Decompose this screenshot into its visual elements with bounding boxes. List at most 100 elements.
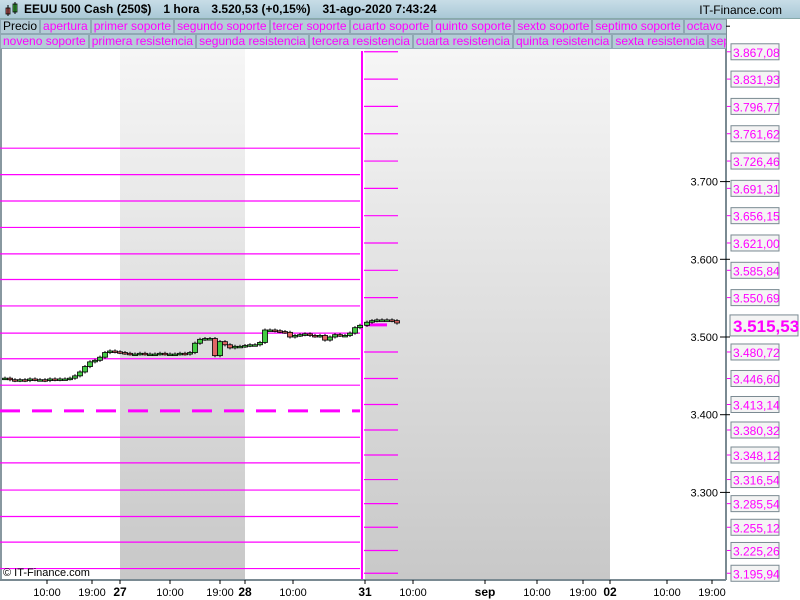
- candle: [2, 377, 8, 381]
- legend-item[interactable]: octavo soporte: [683, 19, 726, 34]
- candle: [292, 335, 298, 338]
- time-tick-label: 27: [113, 585, 127, 599]
- time-tick-label: 10:00: [523, 587, 551, 599]
- legend-item[interactable]: sexto soporte: [514, 19, 593, 34]
- session-band: [365, 49, 610, 580]
- candle: [207, 338, 213, 341]
- level-label-box: [730, 343, 780, 361]
- time-tick-label: 10:00: [279, 587, 307, 599]
- candle: [337, 334, 343, 337]
- legend-item[interactable]: septima resistencia: [707, 34, 726, 49]
- legend-item[interactable]: primera resistencia: [88, 34, 197, 49]
- level-label: 3.656,15: [733, 210, 780, 224]
- legend-item[interactable]: tercera resistencia: [308, 34, 413, 49]
- candle: [162, 352, 168, 356]
- level-label: 3.550,69: [733, 292, 780, 306]
- legend-item[interactable]: segunda resistencia: [196, 34, 309, 49]
- level-label: 3.255,12: [733, 521, 780, 535]
- level-label: 3.413,14: [733, 398, 780, 412]
- candle: [142, 352, 148, 356]
- candle: [77, 371, 83, 377]
- level-label-box: [730, 289, 780, 307]
- level-label-box: [730, 495, 780, 513]
- candle: [132, 353, 138, 356]
- candle: [237, 345, 243, 349]
- legend-item[interactable]: cuarto soporte: [349, 19, 433, 34]
- time-tick-label: 02: [603, 585, 617, 599]
- time-tick-label: 19:00: [569, 587, 597, 599]
- level-label: 3.480,72: [733, 346, 780, 360]
- level-label-box: [730, 446, 780, 464]
- legend-item[interactable]: cuarta resistencia: [412, 34, 513, 49]
- candle: [137, 352, 143, 356]
- legend-item[interactable]: sexta resistencia: [612, 34, 708, 49]
- time-tick-label: 31: [358, 585, 372, 599]
- level-label-box: [730, 471, 780, 489]
- level-label: 3.796,77: [733, 100, 780, 114]
- candle: [17, 379, 23, 382]
- candle: [182, 352, 188, 356]
- legend-item[interactable]: primer soporte: [90, 19, 175, 34]
- candle: [302, 333, 308, 336]
- candle: [82, 366, 88, 373]
- level-label: 3.726,46: [733, 155, 780, 169]
- candle: [62, 378, 68, 381]
- watermark: © IT-Finance.com: [3, 567, 90, 579]
- level-label: 3.691,31: [733, 182, 780, 196]
- level-label: 3.195,94: [733, 567, 780, 581]
- level-label-box: [730, 518, 780, 536]
- candle: [262, 329, 268, 343]
- candle: [217, 341, 223, 357]
- brand: IT-Finance.com: [699, 3, 782, 17]
- time-tick-label: 10:00: [653, 587, 681, 599]
- candle: [102, 352, 108, 358]
- candle: [352, 327, 358, 334]
- candle: [112, 350, 118, 353]
- legend-item[interactable]: noveno soporte: [0, 34, 89, 49]
- candle: [222, 341, 228, 346]
- candle: [379, 319, 385, 322]
- time-tick-label: 19:00: [698, 587, 726, 599]
- candle: [127, 352, 133, 356]
- level-label: 3.446,60: [733, 372, 780, 386]
- candle: [317, 335, 323, 338]
- level-label-box: [730, 43, 780, 61]
- time-tick-label: 10:00: [33, 587, 61, 599]
- candle: [287, 331, 293, 338]
- legend-item[interactable]: apertura: [40, 19, 91, 34]
- candle: [107, 350, 113, 353]
- candle: [227, 344, 233, 349]
- datetime: 31-ago-2020 7:43:24: [322, 2, 437, 16]
- instrument-name: EEUU 500 Cash (250$): [24, 2, 152, 16]
- time-tick-label: 19:00: [206, 587, 234, 599]
- price-tick-label: 3.700: [690, 177, 718, 189]
- candle: [152, 353, 158, 356]
- candle: [27, 378, 33, 381]
- level-label: 3.225,26: [733, 544, 780, 558]
- price-tick-label: 3.300: [690, 487, 718, 499]
- legend-item[interactable]: tercer soporte: [269, 19, 350, 34]
- candle: [342, 335, 348, 338]
- level-label-box: [730, 234, 780, 252]
- candle: [312, 335, 318, 338]
- level-label-box: [730, 125, 780, 143]
- legend-item[interactable]: quinto soporte: [432, 19, 515, 34]
- level-label-box: [730, 207, 780, 225]
- legend-item[interactable]: Precio: [0, 19, 41, 34]
- level-label: 3.621,00: [733, 237, 780, 251]
- level-label-box: [730, 421, 780, 439]
- level-label: 3.761,62: [733, 128, 780, 142]
- candle: [202, 338, 208, 341]
- session-band: [120, 49, 245, 580]
- candle: [122, 352, 128, 355]
- legend-item[interactable]: septimo soporte: [592, 19, 684, 34]
- legend-item[interactable]: quinta resistencia: [512, 34, 613, 49]
- level-label: 3.380,32: [733, 424, 780, 438]
- timeframe[interactable]: 1 hora: [163, 2, 200, 16]
- level-label-box: [730, 179, 780, 197]
- legend-item[interactable]: segundo soporte: [174, 19, 270, 34]
- candle: [72, 375, 78, 379]
- candle: [7, 377, 13, 381]
- level-label: 3.831,93: [733, 73, 780, 87]
- time-tick-label: 19:00: [78, 587, 106, 599]
